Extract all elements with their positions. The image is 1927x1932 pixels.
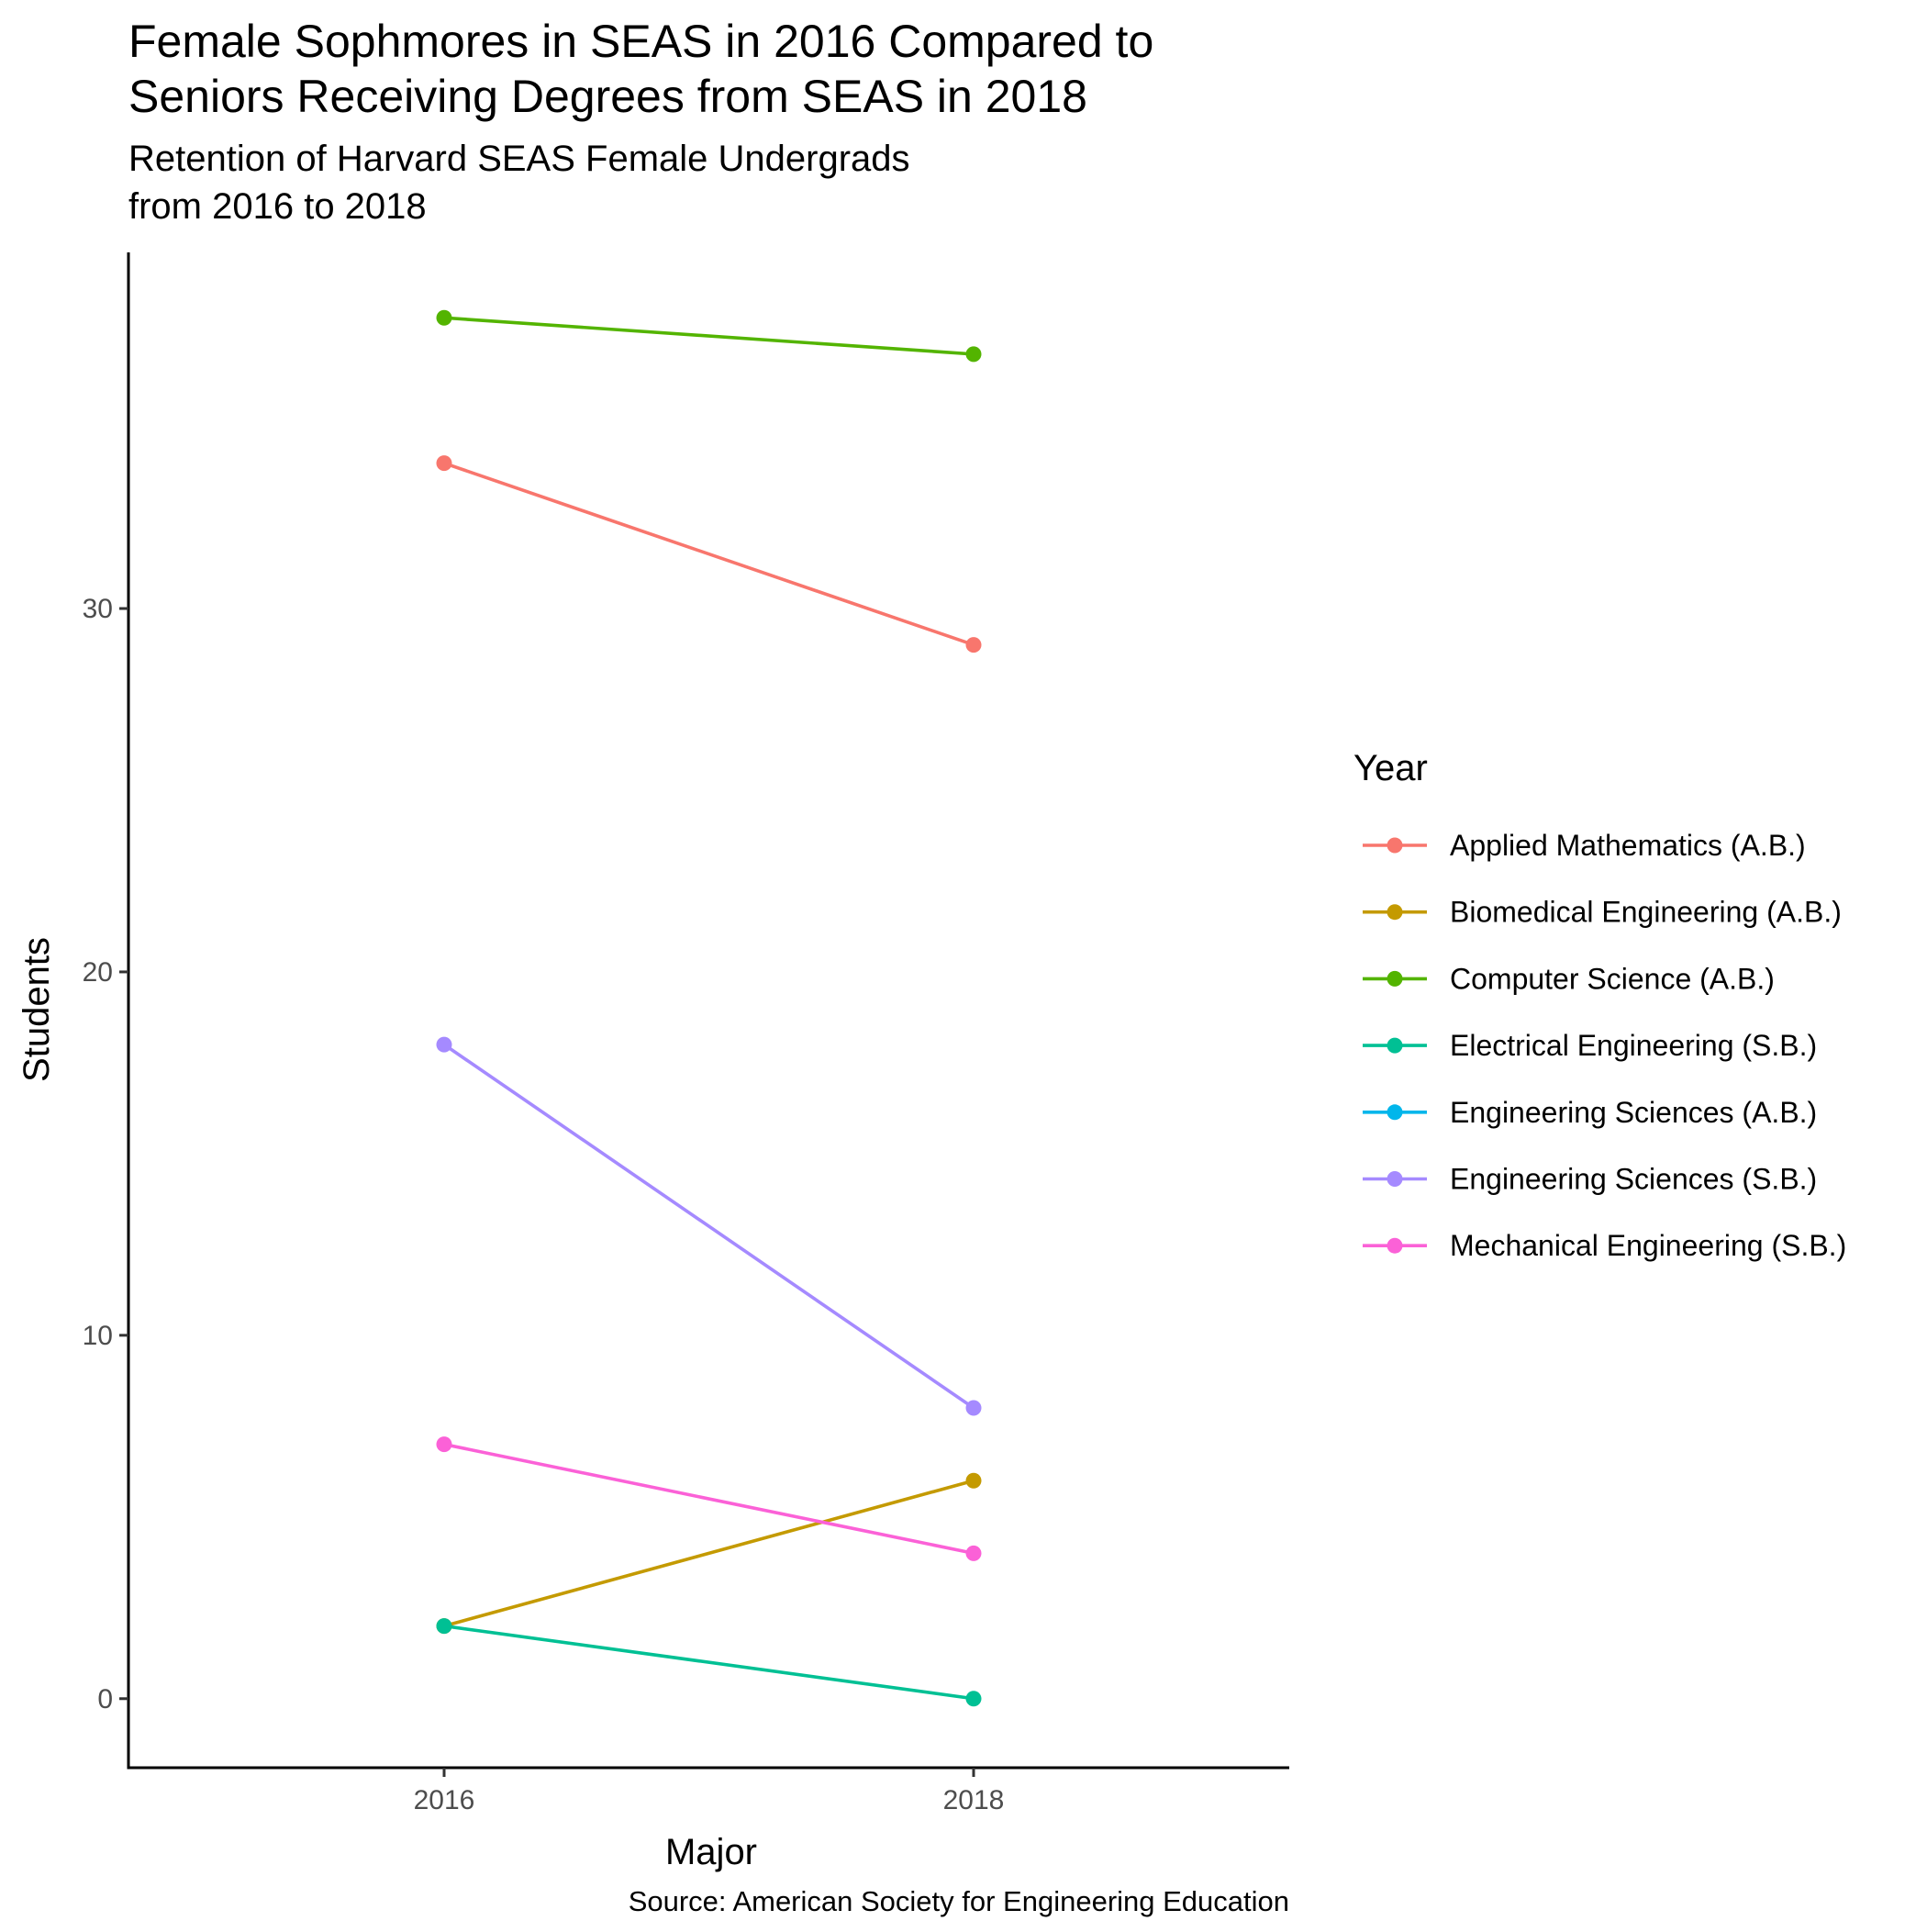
data-point-electrical-engineering-s-b-2016: [436, 1618, 452, 1635]
legend-key-point-engineering-sciences-a-b: [1387, 1104, 1403, 1121]
series-line-engineering-sciences-s-b: [442, 1043, 975, 1410]
data-point-engineering-sciences-s-b-2016: [436, 1036, 452, 1053]
series-line-applied-mathematics-a-b: [443, 461, 975, 647]
y-tick-label-20: 20: [83, 957, 113, 988]
legend-key-point-computer-science-a-b: [1387, 970, 1403, 987]
x-tick-label-2018: 2018: [943, 1785, 1005, 1815]
series-line-electrical-engineering-s-b: [443, 1624, 975, 1701]
y-tick-label-30: 30: [83, 594, 113, 624]
data-point-electrical-engineering-s-b-2018: [965, 1691, 982, 1707]
legend-item-applied-mathematics-a-b: Applied Mathematics (A.B.): [1363, 829, 1806, 862]
legend-label-engineering-sciences-s-b: Engineering Sciences (S.B.): [1450, 1163, 1817, 1196]
legend-item-biomedical-engineering-a-b: Biomedical Engineering (A.B.): [1363, 896, 1842, 929]
legend-key-point-engineering-sciences-s-b: [1387, 1171, 1403, 1187]
x-tick-label-2016: 2016: [414, 1785, 475, 1815]
data-point-mechanical-engineering-s-b-2018: [965, 1545, 982, 1561]
x-axis-title: Major: [665, 1832, 757, 1872]
legend-key-point-applied-mathematics-a-b: [1387, 837, 1403, 854]
legend-item-electrical-engineering-s-b: Electrical Engineering (S.B.): [1363, 1029, 1817, 1062]
legend: Year Applied Mathematics (A.B.) Biomedica…: [1353, 748, 1846, 1262]
legend-key-point-electrical-engineering-s-b: [1387, 1037, 1403, 1054]
legend-title: Year: [1353, 748, 1428, 788]
legend-item-engineering-sciences-a-b: Engineering Sciences (A.B.): [1363, 1096, 1817, 1129]
y-tick-label-0: 0: [97, 1684, 113, 1714]
data-point-computer-science-a-b-2016: [436, 309, 452, 326]
axes: 0 10 20 30 2016 2018: [83, 252, 1289, 1815]
data-point-biomedical-engineering-a-b-2018: [965, 1472, 982, 1489]
legend-item-computer-science-a-b: Computer Science (A.B.): [1363, 962, 1775, 995]
data-point-computer-science-a-b-2018: [965, 346, 982, 363]
legend-item-engineering-sciences-s-b: Engineering Sciences (S.B.): [1363, 1163, 1817, 1196]
chart-title-line-1: Female Sophmores in SEAS in 2016 Compare…: [128, 16, 1153, 67]
legend-item-mechanical-engineering-s-b: Mechanical Engineering (S.B.): [1363, 1229, 1846, 1262]
chart-subtitle-line-2: from 2016 to 2018: [128, 186, 427, 227]
data-point-applied-mathematics-a-b-2016: [436, 455, 452, 472]
legend-label-biomedical-engineering-a-b: Biomedical Engineering (A.B.): [1450, 896, 1842, 929]
legend-label-engineering-sciences-a-b: Engineering Sciences (A.B.): [1450, 1096, 1817, 1129]
legend-label-computer-science-a-b: Computer Science (A.B.): [1450, 962, 1775, 995]
chart-subtitle-line-1: Retention of Harvard SEAS Female Undergr…: [128, 139, 910, 179]
legend-key-point-mechanical-engineering-s-b: [1387, 1237, 1403, 1254]
chart-title: Female Sophmores in SEAS in 2016 Compare…: [128, 16, 1153, 122]
chart-caption: Source: American Society for Engineering…: [629, 1885, 1289, 1917]
legend-label-applied-mathematics-a-b: Applied Mathematics (A.B.): [1450, 829, 1806, 862]
data-point-applied-mathematics-a-b-2018: [965, 637, 982, 653]
legend-label-mechanical-engineering-s-b: Mechanical Engineering (S.B.): [1450, 1229, 1846, 1262]
data-point-mechanical-engineering-s-b-2016: [436, 1436, 452, 1453]
series-line-computer-science-a-b: [443, 316, 975, 356]
chart-subtitle: Retention of Harvard SEAS Female Undergr…: [128, 139, 910, 227]
series-line-biomedical-engineering-a-b: [443, 1479, 975, 1628]
data-point-engineering-sciences-s-b-2018: [965, 1400, 982, 1416]
y-tick-label-10: 10: [83, 1321, 113, 1351]
series-line-mechanical-engineering-s-b: [443, 1442, 975, 1556]
chart-title-line-2: Seniors Receiving Degrees from SEAS in 2…: [128, 71, 1087, 122]
y-axis-title: Students: [17, 937, 57, 1082]
plot-area: [436, 309, 982, 1707]
legend-key-point-biomedical-engineering-a-b: [1387, 904, 1403, 921]
legend-label-electrical-engineering-s-b: Electrical Engineering (S.B.): [1450, 1029, 1817, 1062]
